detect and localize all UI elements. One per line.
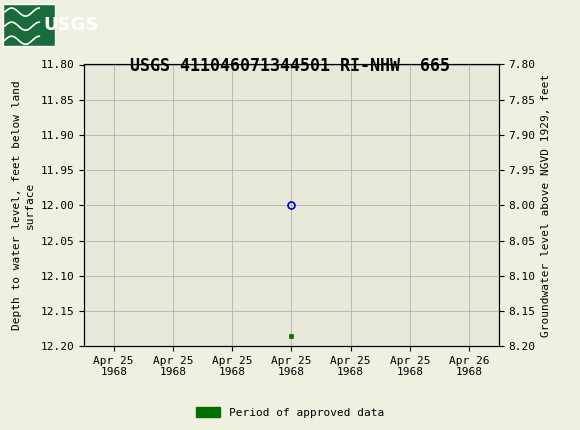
Y-axis label: Depth to water level, feet below land
surface: Depth to water level, feet below land su… (12, 80, 35, 330)
Legend: Period of approved data: Period of approved data (191, 403, 389, 422)
Text: USGS 411046071344501 RI-NHW  665: USGS 411046071344501 RI-NHW 665 (130, 57, 450, 75)
Y-axis label: Groundwater level above NGVD 1929, feet: Groundwater level above NGVD 1929, feet (541, 74, 551, 337)
Text: USGS: USGS (44, 16, 99, 34)
Bar (3, 4, 55, 46)
